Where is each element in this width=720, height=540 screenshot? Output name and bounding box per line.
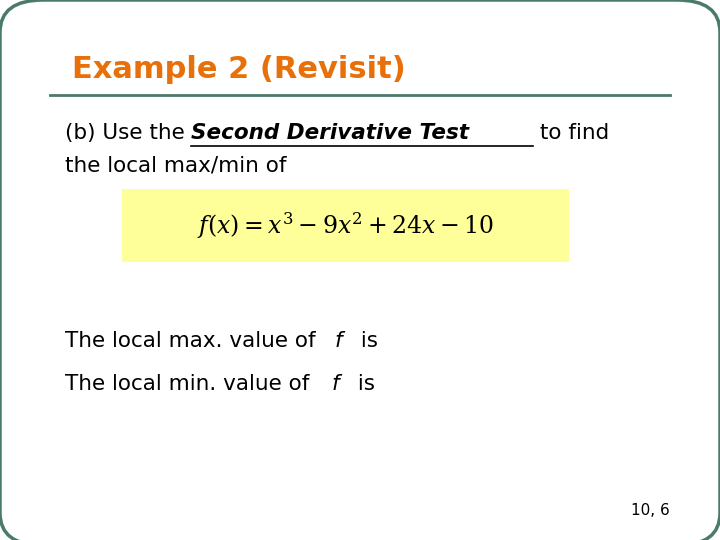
Text: to find: to find — [533, 123, 609, 143]
FancyBboxPatch shape — [122, 189, 569, 262]
Text: is: is — [351, 374, 375, 394]
Text: Second Derivative Test: Second Derivative Test — [191, 123, 469, 143]
Text: The local max. value of: The local max. value of — [65, 331, 323, 351]
Text: (b) Use the: (b) Use the — [65, 123, 192, 143]
Text: The local min. value of: The local min. value of — [65, 374, 316, 394]
Text: Example 2 (Revisit): Example 2 (Revisit) — [72, 55, 406, 84]
Text: f: f — [335, 331, 343, 351]
Text: is: is — [354, 331, 378, 351]
Text: $f(x) = x^3 - 9x^2 + 24x - 10$: $f(x) = x^3 - 9x^2 + 24x - 10$ — [197, 210, 494, 240]
Text: f: f — [332, 374, 340, 394]
Text: 10, 6: 10, 6 — [631, 503, 670, 518]
Text: the local max/min of: the local max/min of — [65, 156, 287, 176]
